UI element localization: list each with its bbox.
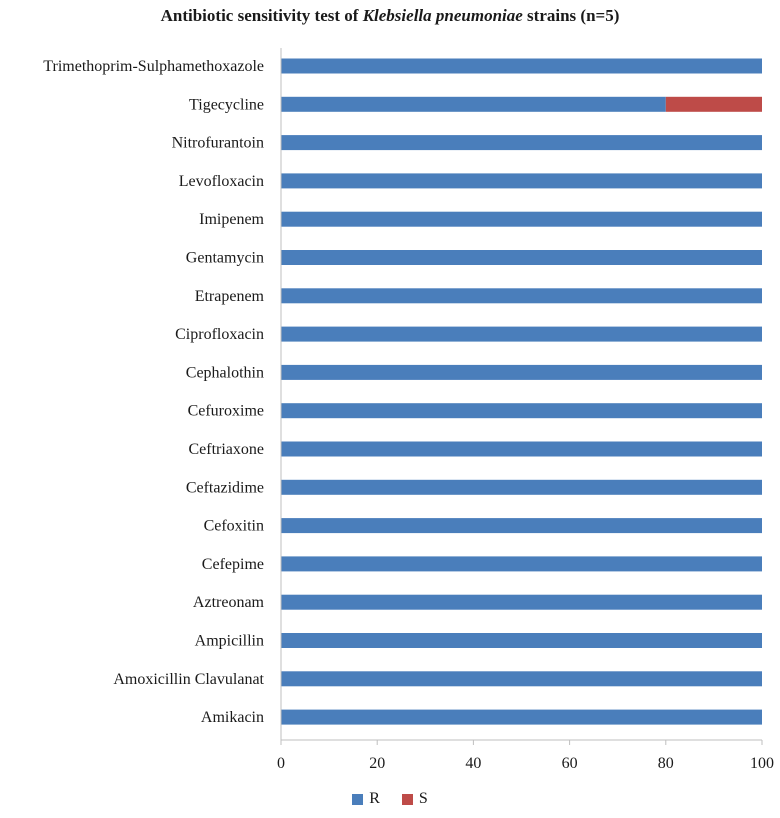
legend-swatch-r bbox=[352, 793, 364, 805]
bar-r bbox=[281, 173, 762, 189]
x-tick-label: 40 bbox=[465, 755, 481, 772]
bar-r bbox=[281, 403, 762, 419]
category-label: Nitrofurantoin bbox=[172, 135, 264, 152]
chart-legend: R S bbox=[0, 790, 780, 808]
category-label: Imipenem bbox=[199, 211, 264, 228]
category-label: Ampicillin bbox=[195, 633, 264, 650]
x-tick-label: 100 bbox=[750, 755, 774, 772]
category-label: Cephalothin bbox=[186, 364, 264, 381]
bar-r bbox=[281, 288, 762, 304]
category-label: Amoxicillin Clavulanat bbox=[113, 671, 264, 688]
x-tick-label: 20 bbox=[369, 755, 385, 772]
category-label: Amikacin bbox=[201, 709, 264, 726]
category-label: Ceftriaxone bbox=[188, 441, 264, 458]
bar-r bbox=[281, 556, 762, 572]
category-label: Cefepime bbox=[202, 556, 264, 573]
category-label: Etrapenem bbox=[195, 288, 265, 305]
category-label: Trimethoprim-Sulphamethoxazole bbox=[43, 58, 264, 75]
bar-r bbox=[281, 135, 762, 151]
chart-title-suffix: strains (n=5) bbox=[522, 6, 620, 25]
x-tick-label: 80 bbox=[658, 755, 674, 772]
category-label: Levofloxacin bbox=[179, 173, 264, 190]
bar-r bbox=[281, 250, 762, 265]
chart-title-prefix: Antibiotic sensitivity test of bbox=[160, 6, 363, 25]
legend-item-r: R bbox=[352, 790, 380, 808]
chart-title: Antibiotic sensitivity test of Klebsiell… bbox=[0, 6, 780, 26]
bar-r bbox=[281, 479, 762, 495]
bar-r bbox=[281, 441, 762, 457]
x-tick-label: 60 bbox=[562, 755, 578, 772]
bar-s bbox=[665, 96, 762, 112]
category-label: Tigecycline bbox=[189, 96, 264, 113]
legend-label-r: R bbox=[369, 790, 380, 807]
legend-label-s: S bbox=[418, 790, 428, 807]
legend-swatch-s bbox=[401, 793, 413, 805]
chart-title-italic: Klebsiella pneumoniae bbox=[362, 6, 523, 25]
bar-r bbox=[281, 211, 762, 227]
category-label: Ceftazidime bbox=[186, 479, 264, 496]
category-label: Cefuroxime bbox=[188, 403, 264, 420]
category-label: Cefoxitin bbox=[204, 518, 264, 535]
bar-r bbox=[281, 594, 762, 610]
bar-r bbox=[281, 58, 762, 74]
bar-r bbox=[281, 671, 762, 687]
bar-r bbox=[281, 364, 762, 380]
category-label: Aztreonam bbox=[193, 594, 265, 611]
bar-r bbox=[281, 709, 762, 725]
x-tick-label: 0 bbox=[277, 755, 285, 772]
bar-r bbox=[281, 326, 762, 342]
bar-r bbox=[281, 518, 762, 534]
category-label: Gentamycin bbox=[186, 250, 264, 267]
bar-r bbox=[281, 633, 762, 648]
bar-r bbox=[281, 96, 666, 112]
legend-item-s: S bbox=[401, 790, 428, 808]
category-label: Ciprofloxacin bbox=[175, 326, 264, 343]
